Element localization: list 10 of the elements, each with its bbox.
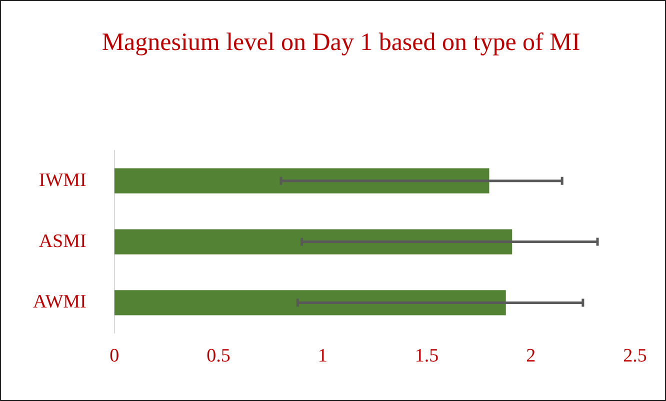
y-tick-label: AWMI bbox=[32, 292, 86, 313]
x-tick-label: 0 bbox=[110, 346, 120, 367]
x-tick-label: 0.5 bbox=[206, 346, 230, 367]
x-tick-label: 1 bbox=[318, 346, 328, 367]
x-tick-label: 1.5 bbox=[414, 346, 439, 367]
x-tick-label: 2.5 bbox=[623, 346, 647, 367]
y-tick-label: ASMI bbox=[38, 230, 86, 252]
y-tick-label: IWMI bbox=[38, 170, 86, 191]
chart-title: Magnesium level on Day 1 based on type of MI bbox=[100, 28, 582, 58]
x-tick-label: 2 bbox=[526, 346, 536, 367]
